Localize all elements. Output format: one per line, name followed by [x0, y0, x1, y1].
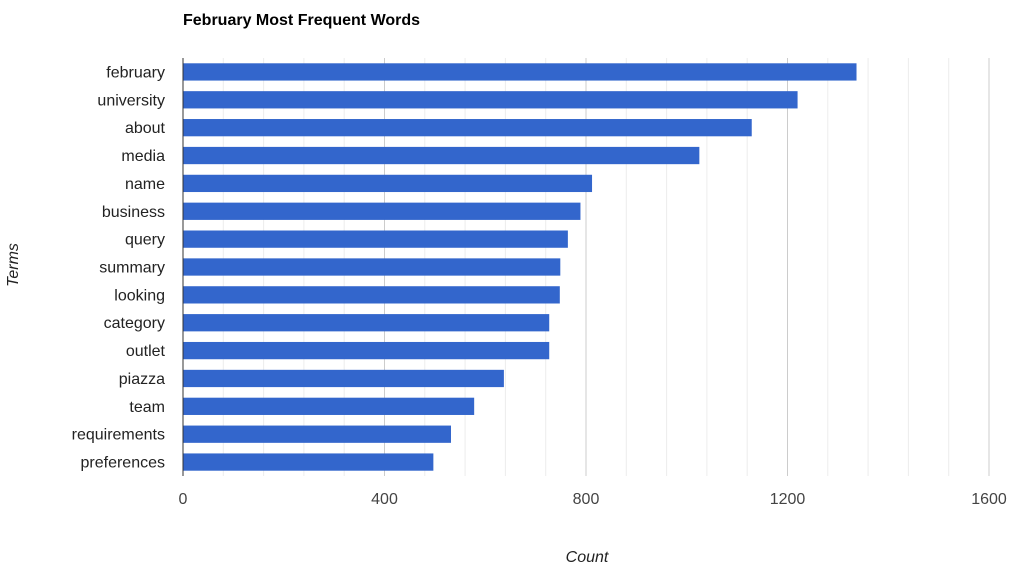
x-tick-labels: 0 400 800 1200 1600	[179, 491, 1007, 508]
bar-requirements	[183, 425, 451, 443]
category-label-requirements: requirements	[72, 427, 165, 444]
category-label-february: february	[106, 64, 165, 81]
category-label-summary: summary	[99, 260, 165, 277]
bar-outlet	[183, 341, 550, 360]
bar-piazza	[183, 369, 504, 388]
bar-business	[183, 202, 581, 220]
category-label-media: media	[121, 148, 165, 165]
bar-team	[183, 397, 475, 415]
category-label-query: query	[125, 232, 165, 249]
category-label-looking: looking	[114, 287, 165, 304]
category-label-business: business	[102, 204, 165, 221]
chart-title: February Most Frequent Words	[183, 12, 420, 29]
x-tick-label-1600: 1600	[971, 491, 1007, 508]
category-label-name: name	[125, 176, 165, 193]
category-label-category: category	[104, 315, 165, 332]
bars	[183, 63, 857, 471]
bar-name	[183, 174, 593, 193]
x-tick-label-0: 0	[179, 491, 188, 508]
category-label-university: university	[97, 92, 165, 109]
category-label-about: about	[125, 120, 166, 137]
bar-media	[183, 146, 700, 165]
category-label-piazza: piazza	[119, 371, 165, 388]
category-label-outlet: outlet	[126, 343, 166, 360]
bar-summary	[183, 258, 561, 276]
bar-about	[183, 119, 752, 137]
category-labels: february university about media name business…	[72, 64, 166, 471]
bar-university	[183, 91, 798, 109]
bar-query	[183, 230, 568, 248]
category-label-preferences: preferences	[81, 455, 166, 472]
bar-preferences	[183, 453, 434, 471]
bar-february	[183, 63, 857, 81]
bar-looking	[183, 286, 560, 304]
x-tick-label-800: 800	[573, 491, 600, 508]
bar-category	[183, 314, 550, 332]
y-axis-title: Terms	[5, 243, 22, 287]
x-axis-title: Count	[566, 549, 609, 566]
x-tick-label-1200: 1200	[770, 491, 806, 508]
category-label-team: team	[129, 399, 165, 416]
x-tick-label-400: 400	[371, 491, 398, 508]
